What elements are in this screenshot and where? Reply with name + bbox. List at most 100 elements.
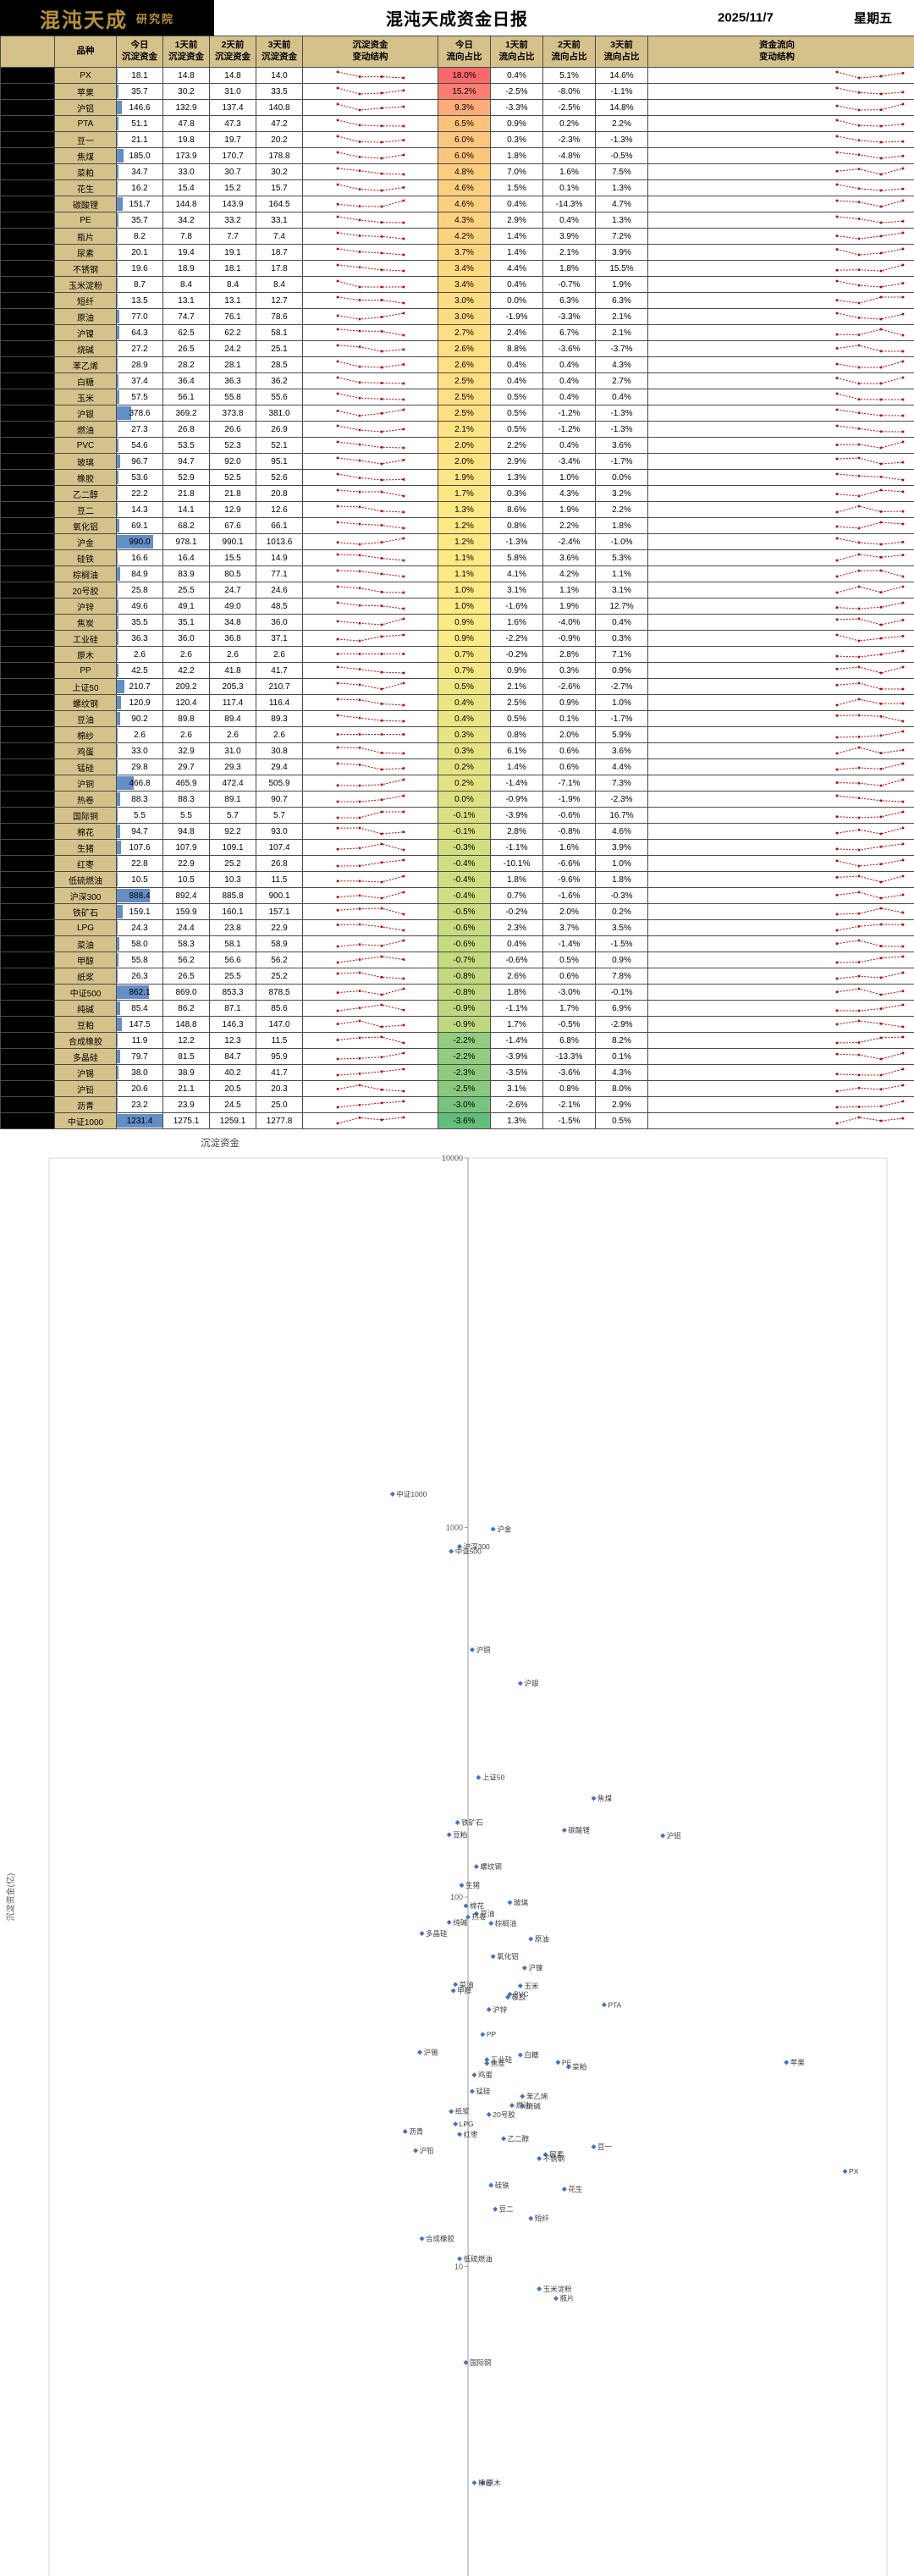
flow-today-cell: 0.7% (438, 646, 491, 663)
svg-text:热卷: 热卷 (472, 1913, 487, 1922)
fund-cell: 47.2 (256, 115, 303, 132)
funds-sparkline (336, 987, 405, 996)
flow-cell: -2.6% (542, 678, 596, 695)
flow-today-cell: 3.4% (438, 260, 491, 277)
fund-cell: 38.9 (162, 1064, 210, 1081)
flow-cell: 2.0% (542, 903, 596, 920)
funds-trend-cell (302, 469, 438, 486)
left-band-cell (0, 292, 55, 309)
fund-cell: 170.7 (209, 147, 256, 164)
flow-sparkline (835, 714, 905, 723)
flow-sparkline (835, 1003, 905, 1012)
flow-sparkline (835, 1019, 905, 1029)
flow-trend-cell (647, 260, 914, 277)
flow-today-cell: 2.5% (438, 389, 491, 405)
table-row: 国际铜 5.5 5.5 5.7 5.7 -0.1% -3.9% -0.6% 16.7% (0, 807, 914, 824)
scatter-point: 不锈钢 (537, 2154, 564, 2163)
fund-today-cell: 10.5 (116, 871, 163, 888)
fund-cell: 28.1 (209, 356, 256, 373)
fund-today-cell: 22.2 (116, 485, 163, 502)
funds-trend-cell (302, 646, 438, 663)
flow-today-cell: -0.5% (438, 903, 491, 920)
flow-cell: 4.3% (542, 485, 596, 502)
table-row: 上证50 210.7 209.2 205.3 210.7 0.5% 2.1% -2.6% -2.… (0, 678, 914, 695)
flow-cell: 2.2% (595, 501, 648, 518)
table-row: 乙二醇 22.2 21.8 21.8 20.8 1.7% 0.3% 4.3% 3.2% (0, 485, 914, 502)
fund-cell: 53.5 (162, 437, 210, 454)
flow-cell: 0.1% (542, 710, 596, 727)
flow-trend-cell (647, 453, 914, 470)
scatter-point: 花生 (561, 2185, 583, 2193)
flow-cell: 0.0% (490, 292, 543, 309)
flow-cell: -1.4% (490, 1032, 543, 1049)
flow-trend-cell (647, 952, 914, 968)
flow-cell: 0.5% (542, 952, 596, 968)
svg-text:合成橡胶: 合成橡胶 (426, 2235, 455, 2243)
fund-cell: 94.7 (162, 453, 210, 470)
left-band-cell (0, 1048, 55, 1065)
product-name: 鸡蛋 (54, 742, 117, 759)
fund-data-bar (117, 567, 120, 581)
table-row: 生猪 107.6 107.9 109.1 107.4 -0.3% -1.1% 1.6% 3.9% (0, 839, 914, 856)
flow-sparkline (835, 891, 905, 900)
fund-cell: 32.9 (162, 742, 210, 759)
product-name: 沪锌 (54, 598, 117, 615)
funds-trend-cell (302, 984, 438, 1001)
funds-sparkline (336, 440, 405, 450)
table-row: 玉米淀粉 8.7 8.4 8.4 8.4 3.4% 0.4% -0.7% 1.9% (0, 276, 914, 293)
funds-trend-cell (302, 726, 438, 743)
flow-cell: 0.4% (490, 196, 543, 212)
flow-today-cell: 6.0% (438, 131, 491, 148)
flow-trend-cell (647, 67, 914, 84)
scatter-point: 白糖 (517, 2050, 539, 2059)
left-band-cell (0, 260, 55, 277)
funds-trend-cell (302, 919, 438, 936)
flow-cell: 3.6% (542, 549, 596, 566)
fund-today-cell: 53.6 (116, 469, 163, 486)
flow-sparkline (835, 730, 905, 739)
flow-cell: -1.6% (542, 887, 596, 904)
funds-trend-cell (302, 228, 438, 245)
product-name: 豆粕 (54, 1016, 117, 1033)
flow-trend-cell (647, 83, 914, 100)
fund-cell: 62.2 (209, 324, 256, 341)
flow-cell: 0.3% (542, 662, 596, 679)
fund-cell: 19.1 (209, 244, 256, 261)
flow-cell: 3.9% (595, 839, 648, 856)
fund-cell: 8.4 (162, 276, 210, 293)
fund-data-bar (117, 857, 118, 870)
svg-text:原木: 原木 (487, 2479, 502, 2487)
flow-trend-cell (647, 196, 914, 212)
fund-today-cell: 29.8 (116, 758, 163, 775)
fund-cell: 89.8 (162, 710, 210, 727)
scatter-point: 纯碱 (446, 1918, 468, 1927)
flow-today-cell: -0.6% (438, 935, 491, 952)
funds-sparkline (336, 842, 405, 852)
fund-cell: 10.3 (209, 871, 256, 888)
fund-today-cell: 27.2 (116, 340, 163, 357)
table-row: 玉米 57.5 56.1 55.8 55.6 2.5% 0.5% 0.4% 0.4% (0, 389, 914, 405)
header-fund-3d: 3天前 沉淀资金 (256, 36, 303, 68)
flow-cell: -4.0% (542, 614, 596, 631)
flow-sparkline (835, 874, 905, 884)
funds-sparkline (336, 601, 405, 610)
flow-cell: 16.7% (595, 807, 648, 824)
left-band-cell (0, 662, 55, 679)
fund-today-cell: 13.5 (116, 292, 163, 309)
scatter-point: 短纤 (528, 2215, 549, 2223)
table-row: 原油 77.0 74.7 76.1 78.6 3.0% -1.9% -3.3% 2.1% (0, 308, 914, 325)
fund-cell: 77.1 (256, 565, 303, 582)
fund-cell: 62.5 (162, 324, 210, 341)
fund-data-bar (117, 792, 120, 806)
flow-cell: 1.9% (595, 276, 648, 293)
flow-trend-cell (647, 469, 914, 486)
left-band-cell (0, 871, 55, 888)
product-name: PX (54, 67, 117, 84)
funds-sparkline (336, 907, 405, 916)
flow-cell: 0.4% (490, 356, 543, 373)
funds-sparkline (336, 521, 405, 530)
left-band-cell (0, 453, 55, 470)
flow-cell: 0.3% (490, 131, 543, 148)
flow-today-cell: -0.9% (438, 1000, 491, 1017)
fund-cell: 14.1 (162, 501, 210, 518)
